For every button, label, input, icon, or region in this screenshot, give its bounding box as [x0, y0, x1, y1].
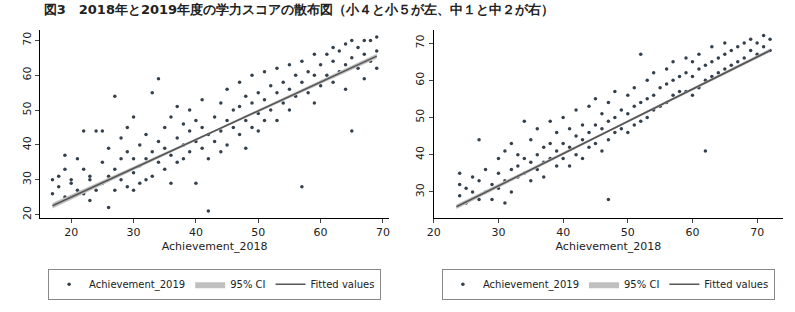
svg-text:95% CI: 95% CI [230, 279, 265, 290]
svg-text:30: 30 [127, 226, 141, 239]
svg-text:50: 50 [21, 101, 34, 115]
svg-text:20: 20 [427, 226, 441, 239]
svg-text:70: 70 [21, 32, 34, 46]
svg-text:50: 50 [621, 226, 635, 239]
svg-text:Fitted values: Fitted values [311, 279, 375, 290]
svg-text:20: 20 [64, 226, 78, 239]
svg-text:70: 70 [376, 226, 390, 239]
svg-text:図3 2018年と2019年度の学力スコアの散布図（小４と小: 図3 2018年と2019年度の学力スコアの散布図（小４と小５が左、中１と中２が… [44, 2, 554, 17]
svg-text:60: 60 [21, 67, 34, 81]
svg-text:70: 70 [414, 34, 427, 48]
svg-text:70: 70 [750, 226, 764, 239]
svg-text:30: 30 [491, 226, 505, 239]
svg-text:30: 30 [21, 171, 34, 185]
svg-text:20: 20 [21, 206, 34, 220]
svg-text:60: 60 [414, 72, 427, 86]
svg-text:Fitted values: Fitted values [704, 279, 768, 290]
svg-text:60: 60 [314, 226, 328, 239]
svg-text:Achievement_2018: Achievement_2018 [556, 240, 662, 253]
svg-text:40: 40 [189, 226, 203, 239]
svg-text:60: 60 [685, 226, 699, 239]
svg-text:50: 50 [414, 109, 427, 123]
svg-text:40: 40 [414, 146, 427, 160]
svg-text:Achievement_2019: Achievement_2019 [483, 279, 579, 291]
svg-text:Achievement_2019: Achievement_2019 [89, 279, 185, 291]
svg-text:Achievement_2018: Achievement_2018 [162, 240, 268, 253]
svg-text:30: 30 [414, 183, 427, 197]
svg-text:50: 50 [251, 226, 265, 239]
svg-text:40: 40 [21, 136, 34, 150]
svg-text:40: 40 [556, 226, 570, 239]
svg-text:95% CI: 95% CI [624, 279, 659, 290]
